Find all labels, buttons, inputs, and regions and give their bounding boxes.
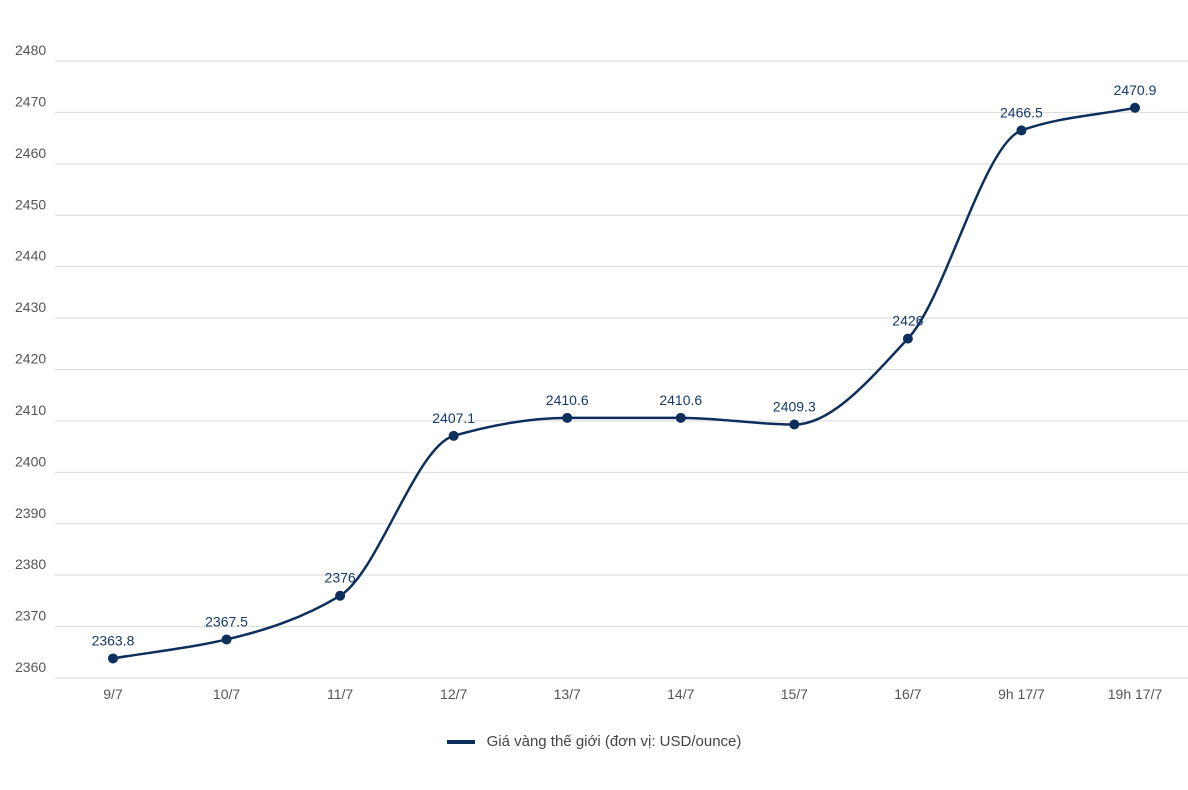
- data-label: 2376: [325, 570, 356, 586]
- legend[interactable]: Giá vàng thế giới (đơn vị: USD/ounce): [0, 733, 1188, 750]
- data-label: 2407.1: [432, 410, 475, 426]
- x-tick-label: 9/7: [103, 686, 123, 702]
- data-label: 2367.5: [205, 613, 248, 629]
- series-line: [112, 106, 1136, 660]
- x-tick-label: 15/7: [781, 686, 808, 702]
- data-label: 2410.6: [659, 392, 702, 408]
- y-tick-label: 2420: [15, 351, 46, 367]
- y-tick-label: 2400: [15, 453, 46, 469]
- y-tick-label: 2390: [15, 505, 46, 521]
- data-point: [789, 419, 800, 430]
- data-labels: 2363.8 2367.5 2376 2407.1 2410.6 2410.6 2409.3…: [92, 82, 1157, 649]
- y-tick-label: 2370: [15, 608, 46, 624]
- data-point: [448, 430, 459, 441]
- data-label: 2410.6: [546, 392, 589, 408]
- data-point: [335, 590, 346, 601]
- x-tick-label: 19h 17/7: [1108, 686, 1163, 702]
- y-tick-label: 2480: [15, 42, 46, 58]
- data-label: 2470.9: [1114, 82, 1157, 98]
- data-point: [108, 653, 118, 664]
- data-points: [108, 102, 1140, 664]
- x-tick-label: 13/7: [554, 686, 581, 702]
- x-tick-label: 14/7: [667, 686, 694, 702]
- data-label: 2466.5: [1000, 104, 1043, 120]
- grid-lines: [55, 60, 1188, 679]
- y-tick-label: 2450: [15, 196, 46, 212]
- legend-label: Giá vàng thế giới (đơn vị: USD/ounce): [486, 733, 742, 750]
- data-label: 2426: [892, 313, 923, 329]
- line-chart: 2360 2370 2380 2390 2400 2410 2420 2430 2440 2450…: [15, 42, 1188, 702]
- x-tick-label: 12/7: [440, 686, 467, 702]
- data-point: [1016, 125, 1027, 136]
- y-tick-label: 2410: [15, 402, 46, 418]
- x-axis-ticks: 9/7 10/7 11/7 12/7 13/7 14/7 15/7 16/7 9h 17/7 19…: [103, 686, 1162, 702]
- data-label: 2409.3: [773, 399, 816, 415]
- y-tick-label: 2440: [15, 248, 46, 264]
- y-tick-label: 2380: [15, 556, 46, 572]
- y-tick-label: 2430: [15, 299, 46, 315]
- y-tick-label: 2360: [15, 659, 46, 675]
- data-point: [675, 412, 686, 423]
- data-label: 2363.8: [92, 632, 135, 648]
- x-tick-label: 11/7: [327, 686, 353, 702]
- y-axis-ticks: 2360 2370 2380 2390 2400 2410 2420 2430 2440 2450…: [15, 42, 46, 675]
- data-point: [902, 333, 913, 344]
- legend-swatch: [446, 739, 475, 744]
- x-tick-label: 10/7: [213, 686, 240, 702]
- data-point: [562, 412, 573, 423]
- x-tick-label: 16/7: [894, 686, 921, 702]
- data-point: [1130, 102, 1140, 113]
- data-point: [221, 634, 232, 645]
- y-tick-label: 2470: [15, 93, 46, 109]
- y-tick-label: 2460: [15, 145, 46, 161]
- x-tick-label: 9h 17/7: [998, 686, 1045, 702]
